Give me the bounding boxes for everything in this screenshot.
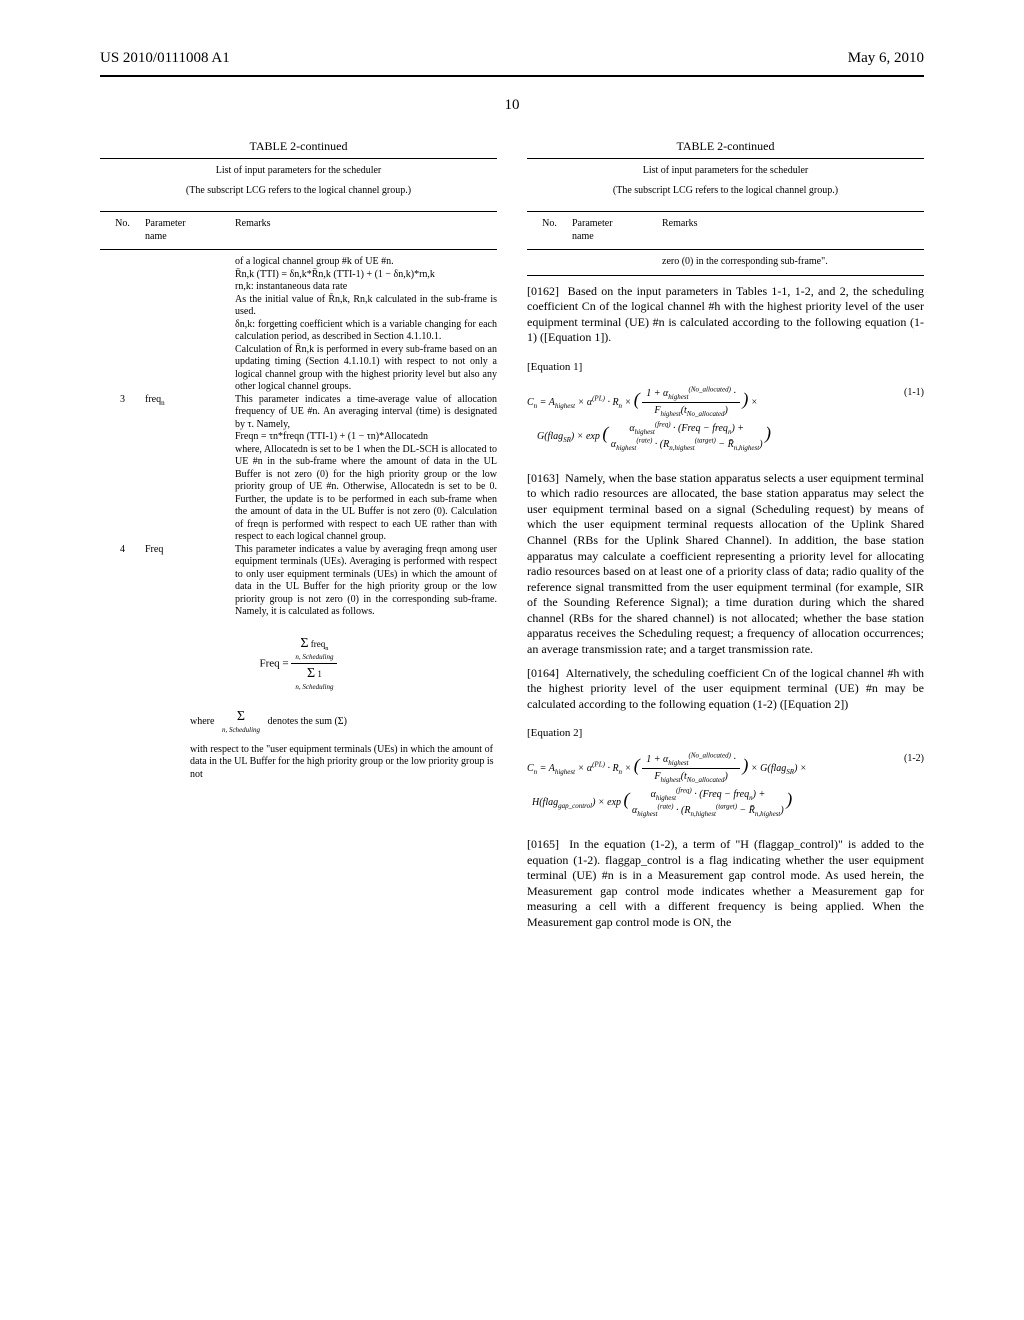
para-num: [0162] [527, 284, 559, 298]
table-subtitle-block-r: List of input parameters for the schedul… [527, 158, 924, 212]
table-row: 4 Freq This parameter indicates a value … [100, 544, 497, 619]
freq-equation: Freq = Σ freqn n, Scheduling Σ 1 n, Sche… [120, 634, 477, 694]
paragraph-0163: [0163] Namely, when the base station app… [527, 471, 924, 658]
patent-page: US 2010/0111008 A1 May 6, 2010 10 TABLE … [0, 0, 1024, 979]
table-subtitle-r1: List of input parameters for the schedul… [527, 165, 924, 177]
table-row-r: zero (0) in the corresponding sub-frame"… [527, 250, 924, 276]
col-head-no-r: No. [527, 218, 572, 243]
table-header-row-r: No. Parameter name Remarks [527, 212, 924, 250]
freq-denominator: Σ 1 n, Scheduling [291, 664, 337, 693]
table-subtitle-r2: (The subscript LCG refers to the logical… [527, 185, 924, 197]
table-header-row: No. Parameter name Remarks [100, 212, 497, 250]
para-text: In the equation (1-2), a term of "H (fla… [527, 837, 924, 929]
page-number: 10 [100, 97, 924, 114]
para-num: [0165] [527, 837, 559, 851]
table-subtitle-2: (The subscript LCG refers to the logical… [100, 185, 497, 197]
header-rule [100, 75, 924, 77]
two-column-layout: TABLE 2-continued List of input paramete… [100, 139, 924, 939]
table-row: 3 freqn This parameter indicates a time-… [100, 394, 497, 544]
para-text: Based on the input parameters in Tables … [527, 284, 924, 345]
page-header: US 2010/0111008 A1 May 6, 2010 [100, 50, 924, 67]
col-head-param: Parameter name [145, 218, 235, 243]
cell-remarks: of a logical channel group #k of UE #n. … [235, 256, 497, 394]
cell-param [145, 256, 235, 394]
paragraph-0165: [0165] In the equation (1-2), a term of … [527, 837, 924, 931]
left-column: TABLE 2-continued List of input paramete… [100, 139, 497, 939]
freq-lhs: Freq = [260, 657, 289, 669]
equation-1-label: [Equation 1] [527, 361, 924, 375]
col-head-no: No. [100, 218, 145, 243]
cell-no: 4 [100, 544, 145, 619]
table-row: of a logical channel group #k of UE #n. … [100, 250, 497, 394]
table-subtitle-1: List of input parameters for the schedul… [100, 165, 497, 177]
cell-remarks: This parameter indicates a time-average … [235, 394, 497, 544]
freq-fraction: Σ freqn n, Scheduling Σ 1 n, Scheduling [291, 634, 337, 694]
freq-numerator: Σ freqn n, Scheduling [291, 634, 337, 664]
cell-param: Freq [145, 544, 235, 619]
table-title-r: TABLE 2-continued [527, 139, 924, 154]
para-text: Alternatively, the scheduling coefficien… [527, 666, 924, 711]
equation-1-num: (1-1) [904, 385, 924, 401]
cell-remarks-r: zero (0) in the corresponding sub-frame"… [662, 256, 924, 269]
para-num: [0163] [527, 471, 559, 485]
cell-no: 3 [100, 394, 145, 544]
paragraph-0162: [0162] Based on the input parameters in … [527, 284, 924, 346]
paragraph-0164: [0164] Alternatively, the scheduling coe… [527, 666, 924, 713]
equation-2-num: (1-2) [904, 751, 924, 767]
para-num: [0164] [527, 666, 559, 680]
table-subtitle-block: List of input parameters for the schedul… [100, 158, 497, 212]
col-head-param-r: Parameter name [572, 218, 662, 243]
para-text: Namely, when the base station apparatus … [527, 471, 924, 657]
trailing-note: with respect to the "user equipment term… [190, 744, 497, 782]
col-head-remarks: Remarks [235, 218, 497, 243]
where-clause: where Σ n, Scheduling denotes the sum (Σ… [190, 708, 497, 735]
right-column: TABLE 2-continued List of input paramete… [527, 139, 924, 939]
table-title: TABLE 2-continued [100, 139, 497, 154]
publication-date: May 6, 2010 [848, 50, 924, 67]
equation-1: (1-1) Cn = Ahighest × α(PL) · Rn × ( 1 +… [527, 385, 924, 453]
cell-no [100, 256, 145, 394]
equation-2-label: [Equation 2] [527, 727, 924, 741]
equation-2: (1-2) Cn = Ahighest × α(PL) · Rn × ( 1 +… [527, 751, 924, 819]
cell-remarks: This parameter indicates a value by aver… [235, 544, 497, 619]
publication-id: US 2010/0111008 A1 [100, 50, 230, 67]
col-head-remarks-r: Remarks [662, 218, 924, 243]
cell-param: freqn [145, 394, 235, 544]
